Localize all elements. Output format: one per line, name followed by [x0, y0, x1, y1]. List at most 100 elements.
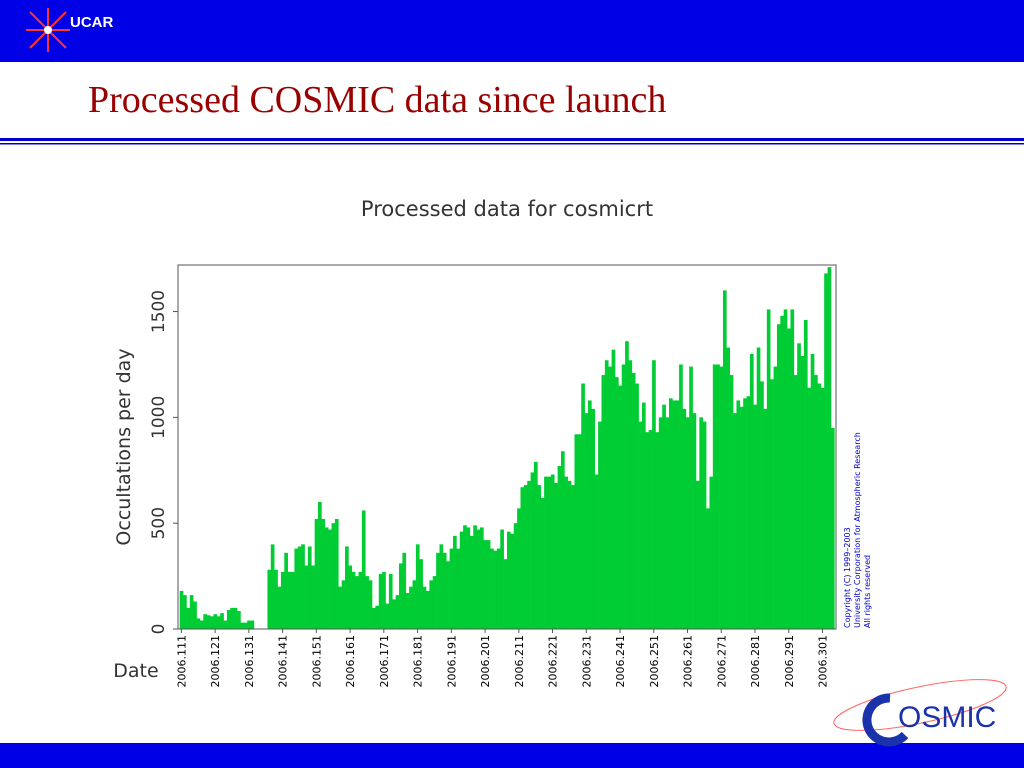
bar: [270, 544, 275, 629]
bar: [442, 552, 447, 629]
bar: [267, 569, 272, 629]
bar: [729, 375, 734, 629]
bar: [635, 383, 639, 629]
bar: [560, 451, 565, 629]
bar: [520, 487, 525, 629]
bar: [402, 552, 407, 629]
bar: [699, 417, 704, 629]
bar: [736, 400, 741, 629]
bar: [712, 364, 717, 629]
bar: [233, 607, 238, 629]
bar: [787, 328, 791, 629]
x-tick-label: 2006.231: [580, 635, 593, 688]
bar: [517, 508, 521, 629]
x-tick-label: 2006.121: [209, 635, 222, 688]
bar: [820, 387, 825, 629]
bar: [334, 518, 339, 629]
plot-frame: [177, 264, 837, 630]
bar: [459, 531, 464, 629]
bar: [716, 364, 720, 629]
x-tick-label: 2006.111: [175, 635, 188, 688]
bar: [827, 267, 832, 629]
bar: [189, 595, 194, 629]
bar: [368, 580, 373, 629]
bar: [766, 309, 771, 629]
y-axis-label: Occultations per day: [113, 348, 135, 545]
bar: [581, 383, 585, 629]
bar: [743, 398, 747, 629]
bar: [648, 430, 653, 629]
bar: [655, 432, 660, 629]
bar: [706, 508, 710, 629]
bar: [432, 576, 437, 629]
bar: [679, 364, 683, 629]
bar: [365, 576, 369, 629]
bar: [216, 616, 221, 629]
bar: [628, 360, 633, 629]
copyright-line: University Corporation for Atmospheric R…: [853, 432, 862, 628]
bar: [625, 341, 629, 629]
bar: [301, 544, 305, 629]
x-tick-label: 2006.221: [547, 635, 560, 688]
bar: [385, 603, 390, 629]
bar: [773, 366, 778, 629]
bar: [483, 540, 488, 629]
bar: [810, 353, 815, 629]
y-tick-label: 0: [149, 624, 169, 635]
bar: [662, 404, 666, 629]
copyright-line: Copyright (C) 1999–2003: [843, 527, 852, 628]
bar: [284, 552, 288, 629]
bar: [756, 347, 761, 629]
bar: [574, 434, 579, 629]
bar: [436, 552, 440, 629]
y-tick-label: 500: [149, 507, 169, 539]
rule: [0, 138, 1024, 141]
bar: [631, 372, 636, 629]
bar: [658, 417, 663, 629]
bar: [250, 620, 255, 629]
bar: [554, 482, 558, 629]
y-tick-label: 1000: [149, 396, 169, 439]
bar: [409, 586, 413, 629]
bar: [321, 518, 326, 629]
ucar-star: [26, 8, 70, 52]
x-tick-label: 2006.141: [277, 635, 290, 688]
bar: [749, 353, 754, 629]
bar: [490, 548, 494, 629]
bar: [608, 366, 612, 629]
bar: [594, 474, 599, 629]
bar: [311, 565, 315, 629]
bar: [304, 565, 309, 629]
bar: [331, 523, 336, 629]
bar: [247, 620, 251, 629]
bar: [540, 497, 545, 629]
bar: [277, 586, 282, 629]
x-tick-label: 2006.261: [682, 635, 695, 688]
bar: [719, 366, 724, 629]
bar: [351, 571, 356, 629]
bar: [601, 375, 606, 629]
bar: [507, 531, 511, 629]
x-tick-label: 2006.271: [715, 635, 728, 688]
bar: [604, 360, 609, 629]
bar: [318, 502, 322, 629]
x-tick-label: 2006.171: [378, 635, 391, 688]
x-tick-label: 2006.201: [479, 635, 492, 688]
bar: [614, 377, 619, 629]
bar: [446, 561, 450, 629]
bar: [500, 529, 504, 629]
bar: [226, 609, 231, 629]
bar: [685, 417, 690, 629]
bar: [760, 381, 764, 629]
bar: [577, 434, 582, 629]
bar: [793, 375, 798, 629]
bar: [824, 273, 828, 629]
bar: [780, 315, 784, 629]
bar: [557, 466, 562, 629]
bar: [486, 540, 491, 629]
bar: [533, 461, 538, 629]
bar: [361, 510, 366, 629]
bar: [243, 622, 248, 629]
bar: [274, 569, 278, 629]
